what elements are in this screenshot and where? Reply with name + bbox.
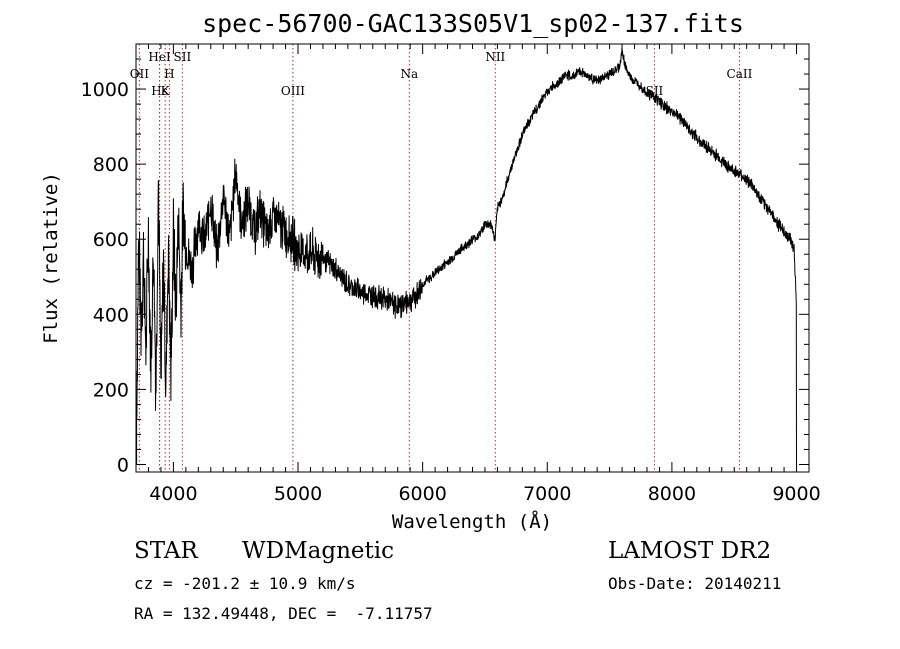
x-tick-label: 8000 <box>648 483 696 505</box>
spectral-line-label: K <box>161 84 171 98</box>
observation-date: Obs-Date: 20140211 <box>608 574 782 593</box>
y-axis-ticks: 0 200 400 600 800 1000 <box>81 58 809 476</box>
spectral-line-label: HeI <box>148 50 171 64</box>
spectral-line-label: SII <box>174 50 192 64</box>
chart-title: spec-56700-GAC133S05V1_sp02-137.fits <box>202 9 744 38</box>
spectral-line-label: Na <box>400 67 418 81</box>
y-tick-label: 1000 <box>81 79 129 101</box>
x-tick-label: 5000 <box>274 483 322 505</box>
y-tick-label: 400 <box>93 304 129 326</box>
y-axis-title: Flux (relative) <box>40 172 62 344</box>
spectrum-series <box>136 47 797 465</box>
spectral-line-label: CaII <box>727 67 753 81</box>
y-tick-label: 0 <box>117 454 129 476</box>
y-tick-label: 800 <box>93 154 129 176</box>
x-tick-label: 6000 <box>398 483 446 505</box>
x-tick-label: 7000 <box>523 483 571 505</box>
x-axis-title: Wavelength (Å) <box>392 510 552 533</box>
x-axis-ticks: 4000 5000 6000 7000 8000 9000 <box>147 44 821 505</box>
spectral-line-label: NII <box>485 50 505 64</box>
spectral-line-label: OIII <box>281 84 305 98</box>
y-tick-label: 600 <box>93 229 129 251</box>
object-class: STAR <box>134 538 198 564</box>
plot-frame <box>135 43 810 473</box>
object-subclass: WDMagnetic <box>242 538 394 564</box>
x-tick-label: 4000 <box>149 483 197 505</box>
spectral-line-label: Hε <box>151 84 168 98</box>
survey-name: LAMOST DR2 <box>608 538 772 564</box>
redshift-velocity: cz = -201.2 ± 10.9 km/s <box>134 574 356 593</box>
coordinates: RA = 132.49448, DEC = -7.11757 <box>134 604 433 623</box>
spectral-line-label: H <box>164 67 174 81</box>
x-tick-label: 9000 <box>772 483 820 505</box>
y-tick-label: 200 <box>93 379 129 401</box>
spectrum-line <box>136 47 797 465</box>
